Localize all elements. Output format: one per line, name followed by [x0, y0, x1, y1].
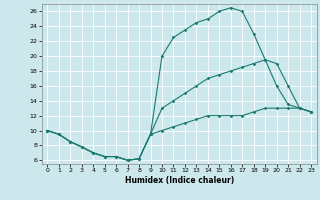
X-axis label: Humidex (Indice chaleur): Humidex (Indice chaleur): [124, 176, 234, 185]
